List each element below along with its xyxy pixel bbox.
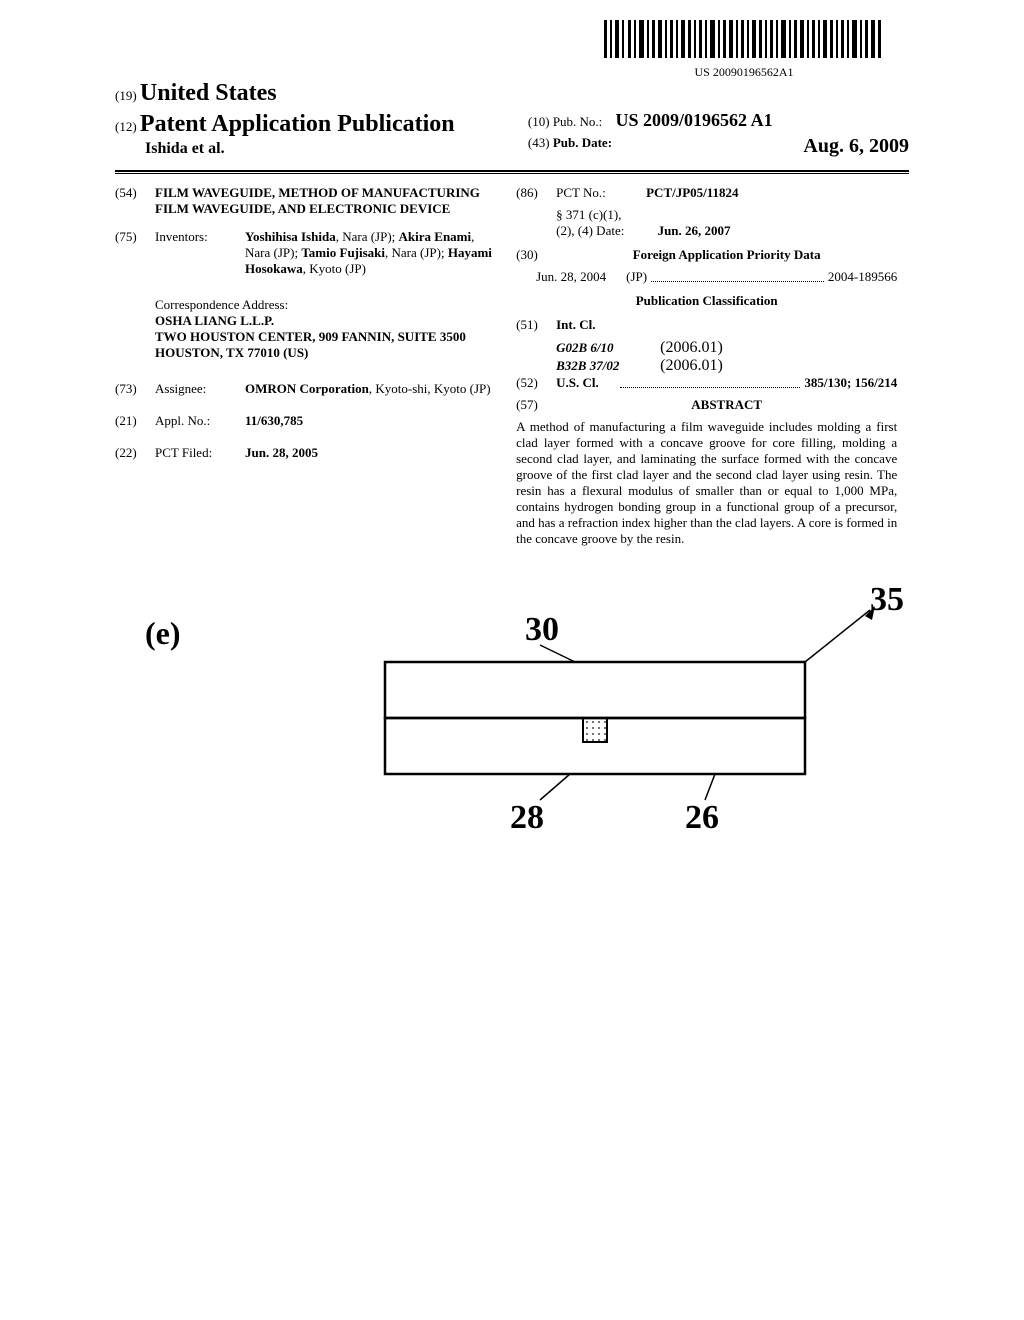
abstract-num: (57) [516, 397, 556, 413]
inventors-num: (75) [115, 229, 155, 277]
correspondence-label: Correspondence Address: [155, 297, 496, 313]
pub-no: US 2009/0196562 A1 [616, 110, 773, 130]
pct-filed-label: PCT Filed: [155, 445, 245, 461]
assignee-value: OMRON Corporation, Kyoto-shi, Kyoto (JP) [245, 381, 496, 397]
s371-label: § 371 (c)(1), [556, 207, 897, 223]
pct-no-num: (86) [516, 185, 556, 201]
header-divider [115, 170, 909, 174]
pct-no-value: PCT/JP05/11824 [646, 185, 897, 201]
correspondence-addr: TWO HOUSTON CENTER, 909 FANNIN, SUITE 35… [155, 329, 496, 345]
appl-value: 11/630,785 [245, 413, 496, 429]
country-num: (19) [115, 88, 137, 103]
patent-title: FILM WAVEGUIDE, METHOD OF MANUFACTURING … [155, 185, 496, 217]
pct-filed-value: Jun. 28, 2005 [245, 445, 496, 461]
classification-heading: Publication Classification [516, 293, 897, 309]
foreign-heading: Foreign Application Priority Data [556, 247, 897, 263]
assignee-num: (73) [115, 381, 155, 397]
s371-date: Jun. 26, 2007 [658, 223, 731, 238]
foreign-date: Jun. 28, 2004 [536, 269, 606, 285]
foreign-country: (JP) [626, 269, 647, 285]
correspondence-name: OSHA LIANG L.L.P. [155, 313, 496, 329]
intcl-label: Int. Cl. [556, 317, 595, 333]
s371-date-label: (2), (4) Date: [556, 223, 624, 238]
abstract-heading: ABSTRACT [556, 397, 897, 413]
pub-date-num: (43) [528, 135, 550, 150]
assignee-label: Assignee: [155, 381, 245, 397]
appl-label: Appl. No.: [155, 413, 245, 429]
pub-type: Patent Application Publication [140, 111, 455, 137]
pub-date-label: Pub. Date: [553, 135, 612, 150]
abstract-text: A method of manufacturing a film wavegui… [516, 419, 897, 547]
barcode-section: US 20090196562A1 [604, 20, 884, 80]
label-28: 28 [510, 799, 544, 836]
label-26: 26 [685, 799, 719, 836]
inventors-value: Yoshihisa Ishida, Nara (JP); Akira Enami… [245, 229, 496, 277]
intcl-1: G02B 6/10 [556, 340, 656, 356]
intcl-1-year: (2006.01) [660, 339, 723, 357]
pub-no-label: Pub. No.: [553, 114, 602, 129]
correspondence-city: HOUSTON, TX 77010 (US) [155, 345, 496, 361]
foreign-num: (30) [516, 247, 556, 263]
country-name: United States [140, 80, 277, 106]
header-authors: Ishida et al. [115, 140, 512, 158]
intcl-2-year: (2006.01) [660, 357, 723, 375]
pub-type-num: (12) [115, 119, 137, 134]
barcode [604, 20, 884, 63]
uscl-value: 385/130; 156/214 [804, 375, 897, 391]
pct-filed-num: (22) [115, 445, 155, 461]
uscl-label: U.S. Cl. [556, 375, 616, 391]
left-column: (54) FILM WAVEGUIDE, METHOD OF MANUFACTU… [115, 185, 496, 547]
pub-date: Aug. 6, 2009 [803, 135, 909, 158]
correspondence: Correspondence Address: OSHA LIANG L.L.P… [155, 297, 496, 361]
pub-no-num: (10) [528, 114, 550, 129]
header: (19) United States (12) Patent Applicati… [115, 80, 909, 158]
figure: (e) 30 35 28 26 [115, 580, 909, 860]
figure-diagram: 30 35 28 26 [315, 580, 915, 860]
right-column: (86) PCT No.: PCT/JP05/11824 § 371 (c)(1… [516, 185, 897, 547]
figure-label: (e) [145, 615, 181, 652]
barcode-number: US 20090196562A1 [604, 65, 884, 80]
foreign-app: 2004-189566 [828, 269, 897, 285]
label-30: 30 [525, 611, 559, 648]
pct-no-label: PCT No.: [556, 185, 646, 201]
intcl-2: B32B 37/02 [556, 358, 656, 374]
label-35: 35 [870, 581, 904, 618]
uscl-num: (52) [516, 375, 556, 391]
intcl-num: (51) [516, 317, 556, 333]
appl-num: (21) [115, 413, 155, 429]
main-content: (54) FILM WAVEGUIDE, METHOD OF MANUFACTU… [115, 185, 909, 547]
title-num: (54) [115, 185, 155, 217]
inventors-label: Inventors: [155, 229, 245, 277]
